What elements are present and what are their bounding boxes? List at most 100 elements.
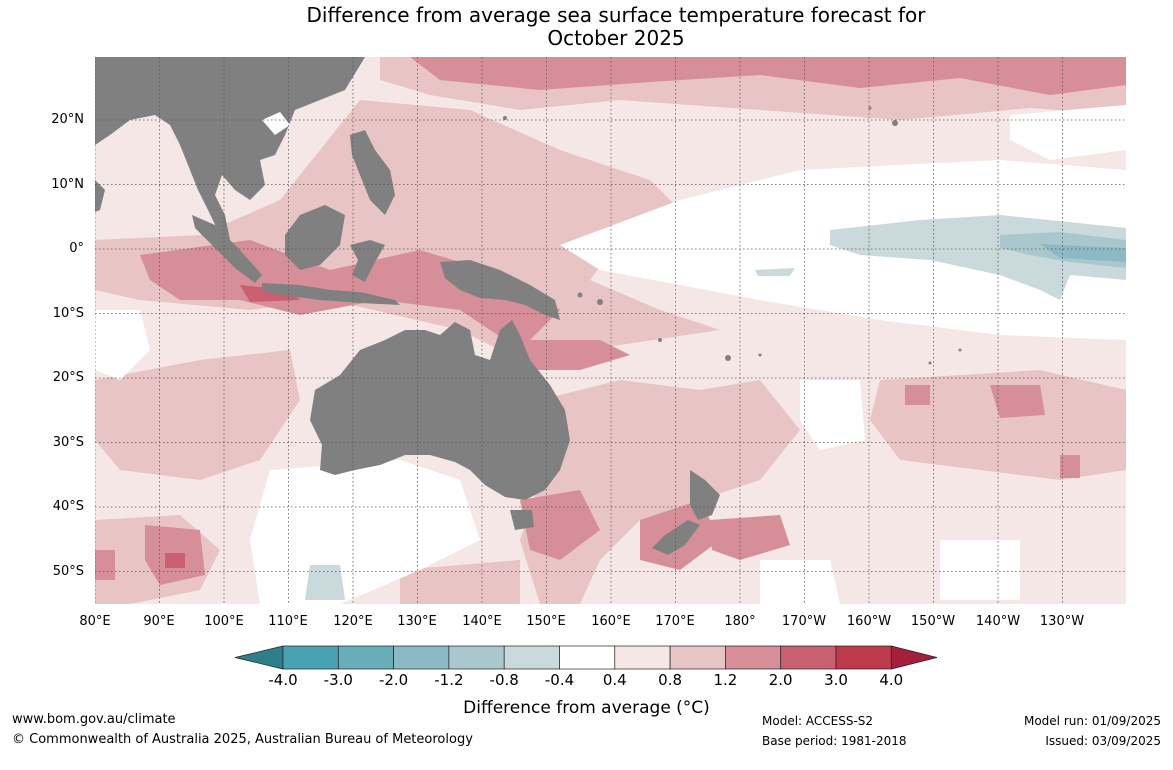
lat-label-20n: 20°N	[51, 112, 84, 127]
land-borneo	[285, 205, 345, 270]
land	[95, 57, 962, 555]
land-island	[577, 292, 583, 298]
land-island	[597, 299, 603, 305]
footer-url: www.bom.gov.au/climate	[12, 712, 176, 727]
land-philippines	[350, 130, 395, 215]
title-line-1: Difference from average sea surface temp…	[306, 3, 926, 27]
colorbar-tick-label: 1.2	[713, 671, 738, 689]
land-island	[892, 120, 898, 126]
footer-base-period: Base period: 1981-2018	[762, 734, 907, 748]
lon-label-160w: 160°W	[846, 614, 892, 629]
lat-label-30s: 30°S	[52, 435, 84, 450]
land-island	[758, 353, 762, 357]
anomaly-region	[710, 515, 790, 560]
lon-label-150e: 150°E	[526, 614, 566, 629]
lon-label-170e: 170°E	[655, 614, 695, 629]
anomaly-region	[520, 380, 800, 604]
lon-label-80e: 80°E	[79, 614, 111, 629]
anomaly-region	[1060, 455, 1080, 478]
colorbar-tick-label: -0.4	[544, 671, 575, 689]
colorbar-label: Difference from average (°C)	[463, 698, 710, 718]
land-new-zealand-north	[690, 470, 720, 520]
anomaly-region	[1040, 244, 1126, 262]
colorbar-box	[725, 645, 782, 670]
footer-model: Model: ACCESS-S2	[762, 714, 874, 728]
chart-title: Difference from average sea surface temp…	[0, 4, 1173, 50]
lon-label-120e: 120°E	[333, 614, 373, 629]
lon-label-170w: 170°W	[781, 614, 827, 629]
lat-label-10s: 10°S	[52, 306, 84, 321]
lat-label-20s: 20°S	[52, 370, 84, 385]
colorbar-box	[780, 645, 837, 670]
land-java	[262, 283, 400, 305]
land-hainan	[262, 112, 290, 135]
colorbar-tick-label: 0.4	[602, 671, 627, 689]
footer-model-run: Model run: 01/09/2025	[1023, 714, 1161, 728]
colorbar-tick-label: 3.0	[824, 671, 848, 689]
colorbar-box	[614, 645, 671, 670]
lon-label-110e: 110°E	[268, 614, 308, 629]
lat-label-0: 0°	[69, 241, 84, 256]
colorbar-min-arrow	[234, 645, 284, 670]
graticule	[95, 57, 1126, 604]
anomaly-region	[760, 560, 840, 604]
land-island	[958, 348, 962, 352]
colorbar-box	[835, 645, 892, 670]
colorbar-tick-label: -3.0	[323, 671, 353, 689]
land-new-zealand-south	[652, 520, 700, 555]
anomaly-region	[95, 310, 150, 380]
land-new-guinea	[440, 260, 560, 320]
anomaly-region	[95, 550, 115, 580]
title-line-2: October 2025	[547, 26, 685, 50]
colorbar-box	[448, 645, 505, 670]
land-tasmania	[510, 510, 534, 530]
land-australia	[310, 320, 570, 500]
lon-label-130e: 130°E	[397, 614, 437, 629]
colorbar-box	[393, 645, 450, 670]
colorbar-max-arrow	[890, 645, 938, 670]
land-island	[868, 106, 872, 110]
anomaly-region	[165, 553, 185, 568]
lon-label-140w: 140°W	[975, 614, 1021, 629]
lon-label-100e: 100°E	[204, 614, 244, 629]
lon-label-90e: 90°E	[143, 614, 175, 629]
anomaly-region	[905, 385, 930, 405]
land-island	[928, 361, 932, 365]
colorbar-tick-label: -4.0	[268, 671, 298, 689]
anomaly-region	[990, 385, 1045, 418]
footer-issued: Issued: 03/09/2025	[1045, 734, 1161, 748]
land-island	[658, 338, 662, 342]
lat-label-50s: 50°S	[52, 564, 84, 579]
lon-label-140e: 140°E	[462, 614, 502, 629]
anomaly-region	[305, 565, 345, 600]
anomaly-region	[95, 350, 300, 480]
anomaly-region	[250, 460, 480, 604]
colorbar-tick-label: 2.0	[768, 671, 793, 689]
anomaly-region	[755, 268, 795, 276]
lon-label-150w: 150°W	[910, 614, 956, 629]
colorbar-tick-label: -0.8	[489, 671, 519, 689]
lon-label-180: 180°	[724, 614, 756, 629]
anomaly-region	[400, 560, 520, 604]
land-island	[503, 116, 507, 120]
colorbar-box	[503, 645, 560, 670]
lon-label-130w: 130°W	[1039, 614, 1085, 629]
land-sulawesi	[350, 240, 385, 282]
colorbar-box	[559, 645, 616, 670]
anomaly-region	[1010, 105, 1126, 160]
anomaly-region	[410, 57, 1126, 95]
land-asia	[95, 57, 365, 240]
lat-label-10n: 10°N	[51, 177, 84, 192]
colorbar-box	[669, 645, 726, 670]
anomaly-region	[240, 285, 300, 302]
sst-anomaly-map	[95, 57, 1126, 604]
anomaly-region	[520, 490, 600, 560]
anomaly-region	[800, 380, 865, 450]
anomaly-region	[940, 540, 1020, 600]
colorbar-box	[282, 645, 339, 670]
colorbar-tick-label: -1.2	[434, 671, 464, 689]
footer-copyright: © Commonwealth of Australia 2025, Austra…	[12, 732, 473, 747]
colorbar-box	[337, 645, 394, 670]
colorbar-tick-label: -2.0	[378, 671, 409, 689]
